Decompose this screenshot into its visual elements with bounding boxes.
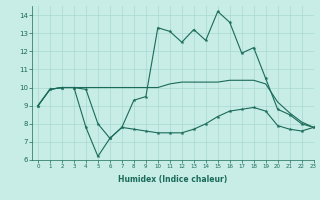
X-axis label: Humidex (Indice chaleur): Humidex (Indice chaleur): [118, 175, 228, 184]
